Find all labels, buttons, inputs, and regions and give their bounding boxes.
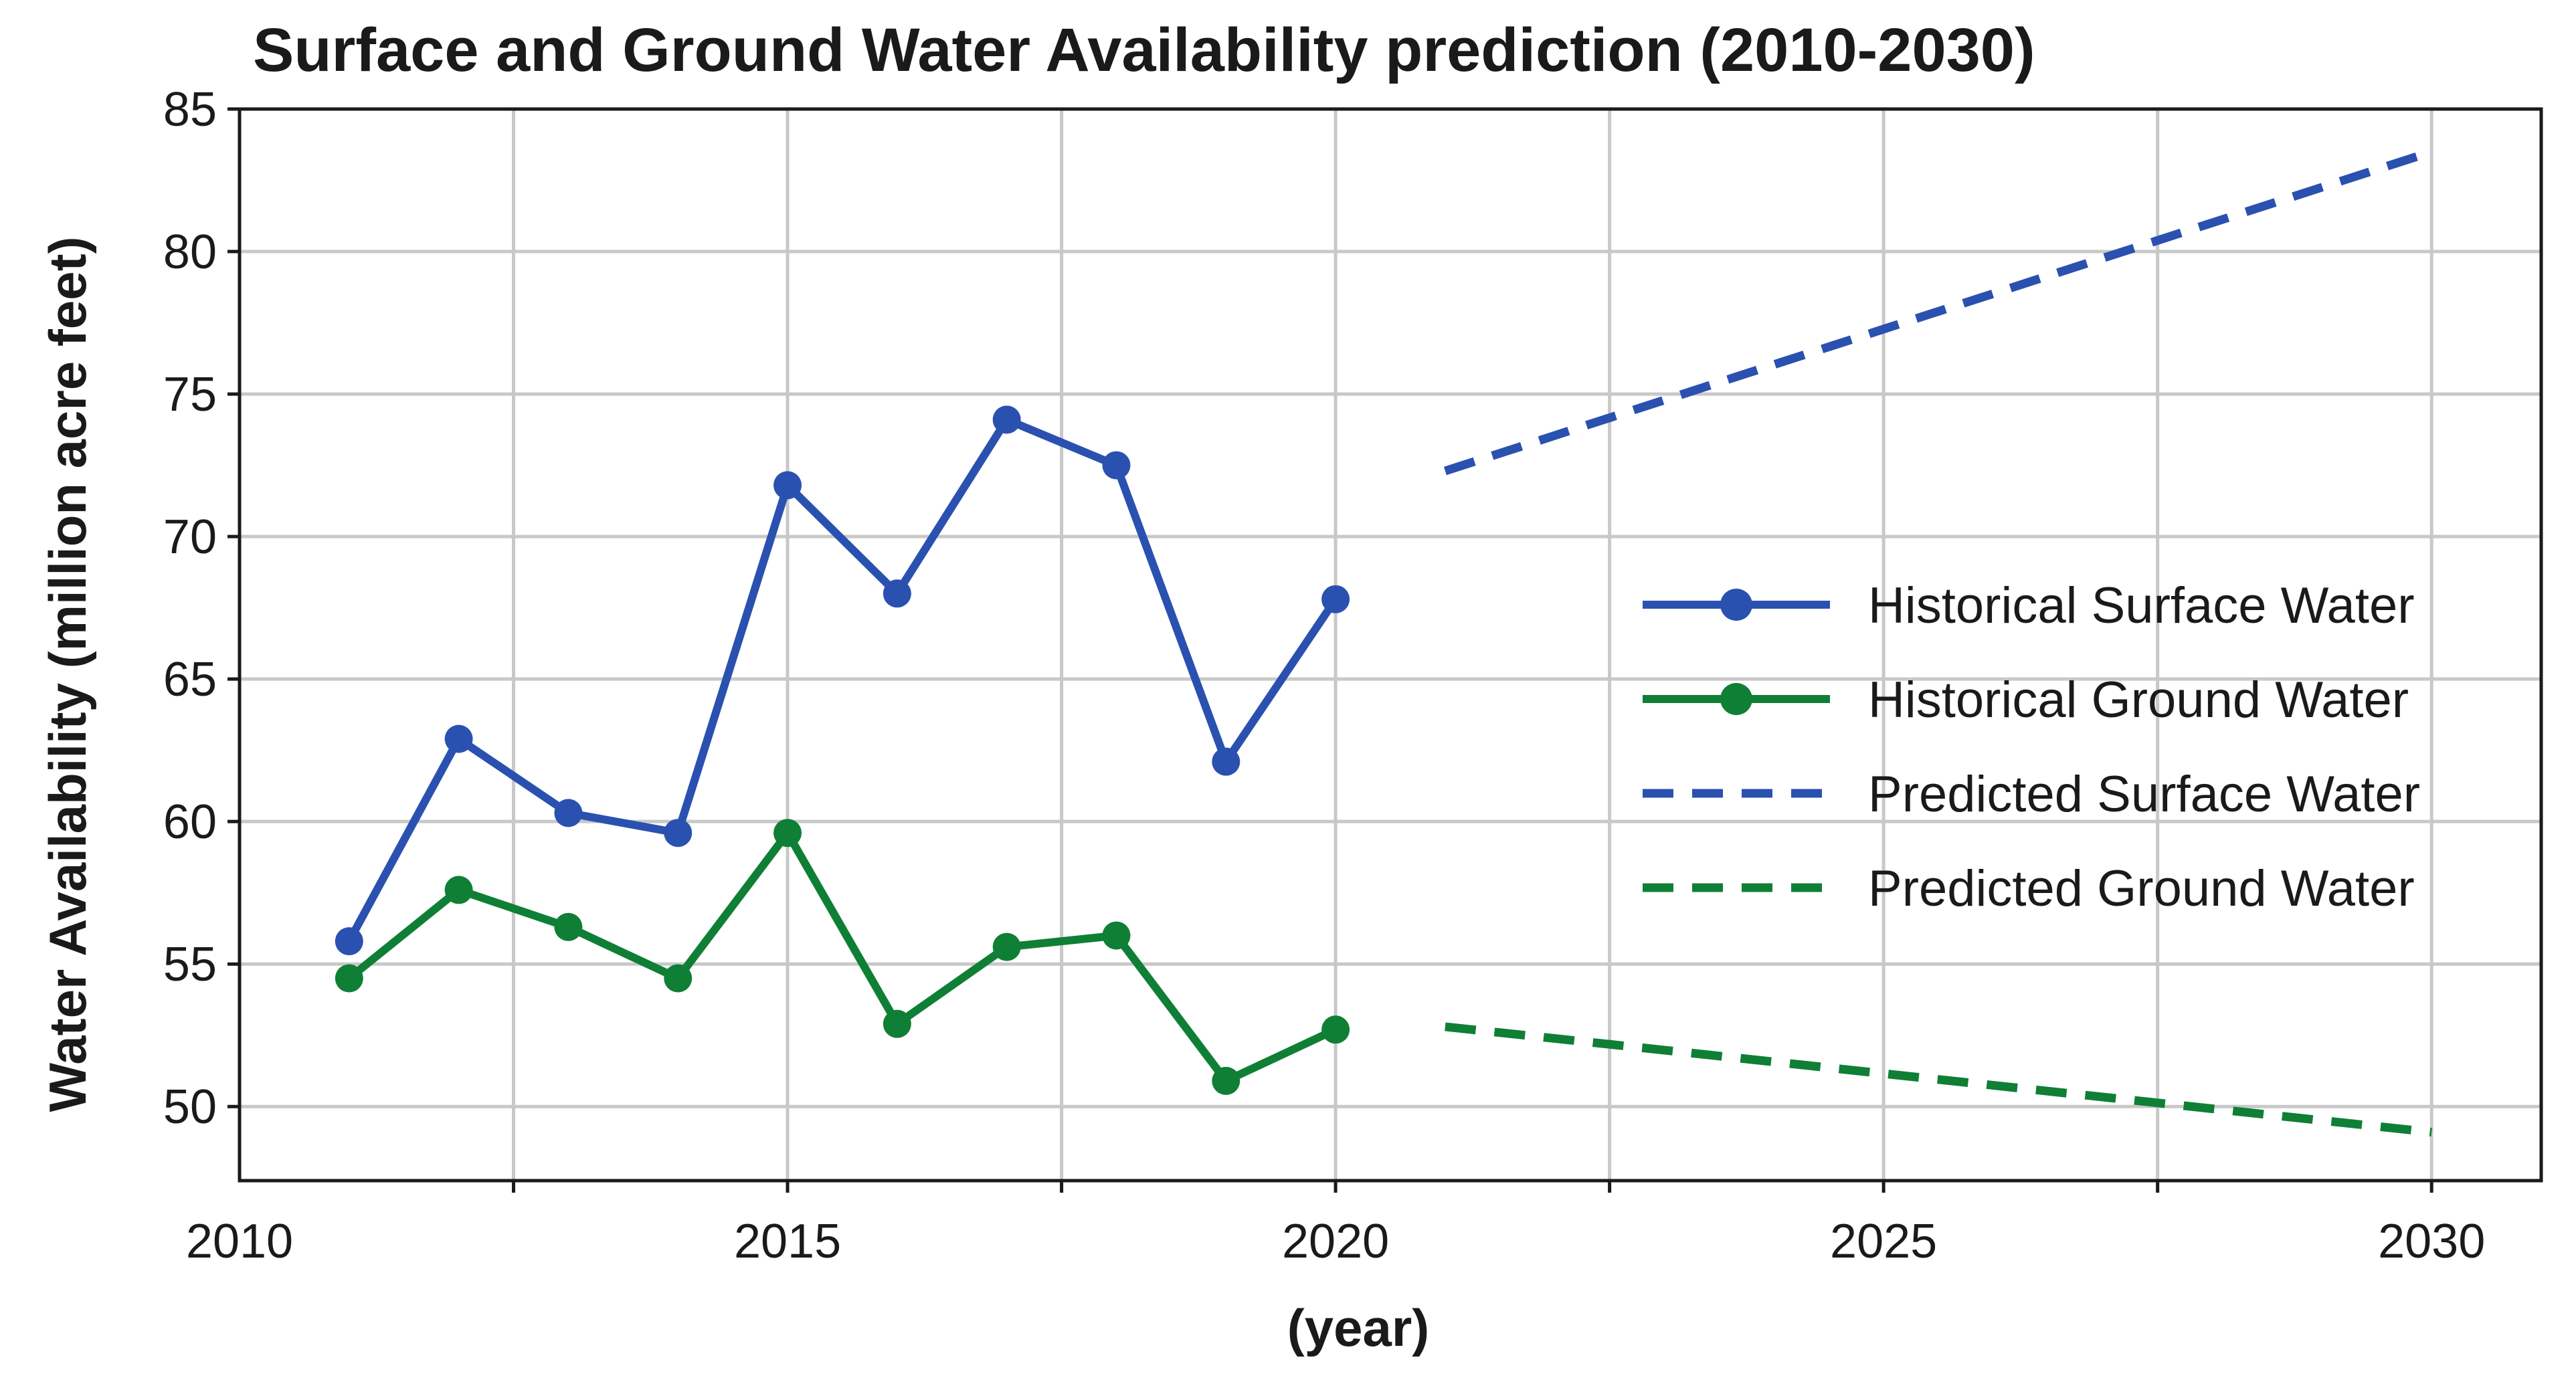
y-tick-label: 50 xyxy=(163,1080,217,1134)
historical-surface-water-point xyxy=(554,799,583,827)
historical-surface-water-point xyxy=(664,819,693,848)
y-tick-label: 55 xyxy=(163,938,217,991)
legend-label-predicted-ground-water: Predicted Ground Water xyxy=(1868,860,2415,917)
historical-ground-water-point xyxy=(444,876,473,904)
y-tick-label: 65 xyxy=(163,653,217,706)
historical-ground-water-point xyxy=(554,912,583,941)
historical-ground-water-point xyxy=(1212,1066,1240,1095)
legend-label-historical-surface-water: Historical Surface Water xyxy=(1868,577,2415,634)
predicted-ground-water-line xyxy=(1445,1022,2432,1137)
grid-layer xyxy=(240,107,2541,1181)
x-tick-label: 2020 xyxy=(1282,1215,1389,1268)
y-tick-label: 85 xyxy=(163,83,217,136)
historical-ground-water-point xyxy=(1102,921,1131,950)
historical-surface-water-line xyxy=(345,415,1340,943)
y-tick-label: 75 xyxy=(163,368,217,421)
x-tick-label: 2025 xyxy=(1830,1215,1937,1268)
legend-marker-historical-surface-water xyxy=(1720,589,1752,621)
historical-surface-water-point xyxy=(1102,451,1131,480)
x-tick-label: 2010 xyxy=(186,1215,293,1268)
y-tick-label: 60 xyxy=(163,795,217,849)
historical-ground-water-point xyxy=(1321,1015,1350,1044)
y-axis-label: Water Availability (million acre feet) xyxy=(38,236,97,1112)
historical-surface-water-point xyxy=(883,579,911,608)
x-axis-label: (year) xyxy=(1287,1298,1429,1357)
historical-ground-water-point xyxy=(883,1009,911,1038)
legend-label-predicted-surface-water: Predicted Surface Water xyxy=(1868,766,2420,823)
historical-ground-water-point xyxy=(992,932,1021,961)
historical-surface-water-point xyxy=(992,405,1021,434)
historical-surface-water-point xyxy=(1212,747,1240,776)
historical-ground-water-point xyxy=(664,964,693,993)
chart-title: Surface and Ground Water Availability pr… xyxy=(253,16,2035,84)
historical-surface-water-point xyxy=(1321,585,1350,613)
legend-label-historical-ground-water: Historical Ground Water xyxy=(1868,672,2409,728)
predicted-surface-water-line xyxy=(1443,147,2433,476)
historical-surface-water-point xyxy=(444,724,473,753)
series-layer xyxy=(335,147,2433,1137)
y-tick-label: 70 xyxy=(163,510,217,564)
historical-ground-water-point xyxy=(773,819,802,848)
y-tick-label: 80 xyxy=(163,225,217,279)
legend: Historical Surface Water Historical Groun… xyxy=(1643,577,2420,917)
x-tick-label: 2015 xyxy=(734,1215,841,1268)
historical-surface-water-point xyxy=(773,471,802,500)
historical-ground-water-line xyxy=(347,829,1338,1085)
legend-marker-historical-ground-water xyxy=(1720,683,1752,715)
x-tick-label: 2030 xyxy=(2378,1215,2485,1268)
historical-ground-water-point xyxy=(335,964,363,993)
plot-frame xyxy=(238,107,2543,1183)
axis-layer: 50 55 60 65 70 75 80 85 2010 2015 2020 2025 2030 xyxy=(163,83,2543,1268)
historical-surface-water-point xyxy=(335,927,363,956)
